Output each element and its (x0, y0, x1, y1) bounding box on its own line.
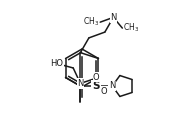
Text: CH$_3$: CH$_3$ (83, 16, 99, 28)
Text: O: O (101, 87, 108, 96)
Text: N: N (77, 79, 84, 88)
Text: O: O (93, 72, 100, 82)
Text: N: N (109, 82, 115, 91)
Text: CH$_3$: CH$_3$ (123, 22, 140, 34)
Text: N: N (110, 13, 117, 22)
Text: HO: HO (50, 59, 63, 68)
Text: S: S (93, 81, 100, 91)
